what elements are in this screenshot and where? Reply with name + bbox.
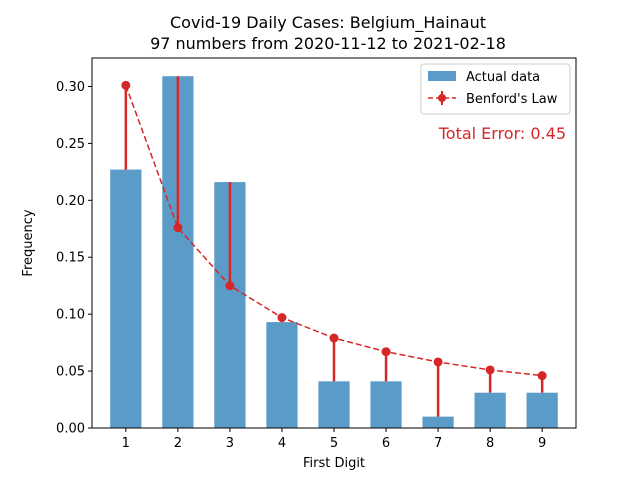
y-tick-label: 0.00 [56, 422, 85, 437]
y-axis: 0.00 0.05 0.10 0.15 0.20 0.25 0.30 [56, 80, 92, 437]
benford-point-digit-7 [433, 357, 443, 367]
x-axis: 1 2 3 4 5 6 7 8 9 [122, 428, 546, 451]
benford-point-digit-3 [225, 281, 235, 291]
benford-point-digit-1 [121, 80, 131, 90]
x-tick-label: 7 [434, 436, 442, 451]
legend-marker-swatch [438, 94, 446, 102]
benford-point-digit-5 [329, 333, 339, 343]
bar-digit-6 [370, 381, 402, 428]
x-tick-label: 9 [538, 436, 546, 451]
benford-point-digit-9 [537, 371, 547, 381]
legend-box [420, 63, 571, 115]
bar-digit-1 [110, 169, 142, 429]
x-tick-label: 2 [174, 436, 182, 451]
chart-title: Covid-19 Daily Cases: Belgium_Hainaut [170, 13, 486, 33]
x-axis-label: First Digit [303, 456, 365, 471]
y-tick-label: 0.05 [56, 365, 85, 380]
chart-subtitle: 97 numbers from 2020-11-12 to 2021-02-18 [150, 34, 506, 53]
benford-point-digit-2 [173, 223, 183, 233]
y-tick-label: 0.15 [56, 251, 85, 266]
legend-bar-swatch [428, 71, 456, 81]
x-tick-label: 4 [278, 436, 286, 451]
x-tick-label: 6 [382, 436, 390, 451]
y-tick-label: 0.25 [56, 137, 85, 152]
legend-label-actual: Actual data [466, 70, 540, 85]
x-tick-label: 1 [122, 436, 130, 451]
x-tick-label: 3 [226, 436, 234, 451]
y-axis-label: Frequency [21, 209, 36, 276]
error-lines-layer [124, 76, 544, 417]
y-tick-label: 0.10 [56, 308, 85, 323]
bar-digit-8 [474, 392, 506, 428]
y-tick-label: 0.30 [56, 80, 85, 95]
bar-digit-9 [526, 392, 558, 428]
bar-digit-7 [422, 416, 454, 428]
bars-layer [110, 76, 558, 429]
bar-digit-5 [318, 381, 350, 428]
total-error-annotation: Total Error: 0.45 [438, 124, 566, 143]
y-tick-label: 0.20 [56, 194, 85, 209]
benford-point-digit-4 [277, 313, 287, 323]
legend: Actual data Benford's Law [420, 63, 571, 115]
benford-point-digit-8 [485, 365, 495, 375]
x-tick-label: 8 [486, 436, 494, 451]
benford-line-layer [121, 80, 547, 381]
benford-point-digit-6 [381, 347, 391, 357]
legend-label-benford: Benford's Law [466, 92, 558, 107]
x-tick-label: 5 [330, 436, 338, 451]
bar-digit-4 [266, 322, 298, 428]
